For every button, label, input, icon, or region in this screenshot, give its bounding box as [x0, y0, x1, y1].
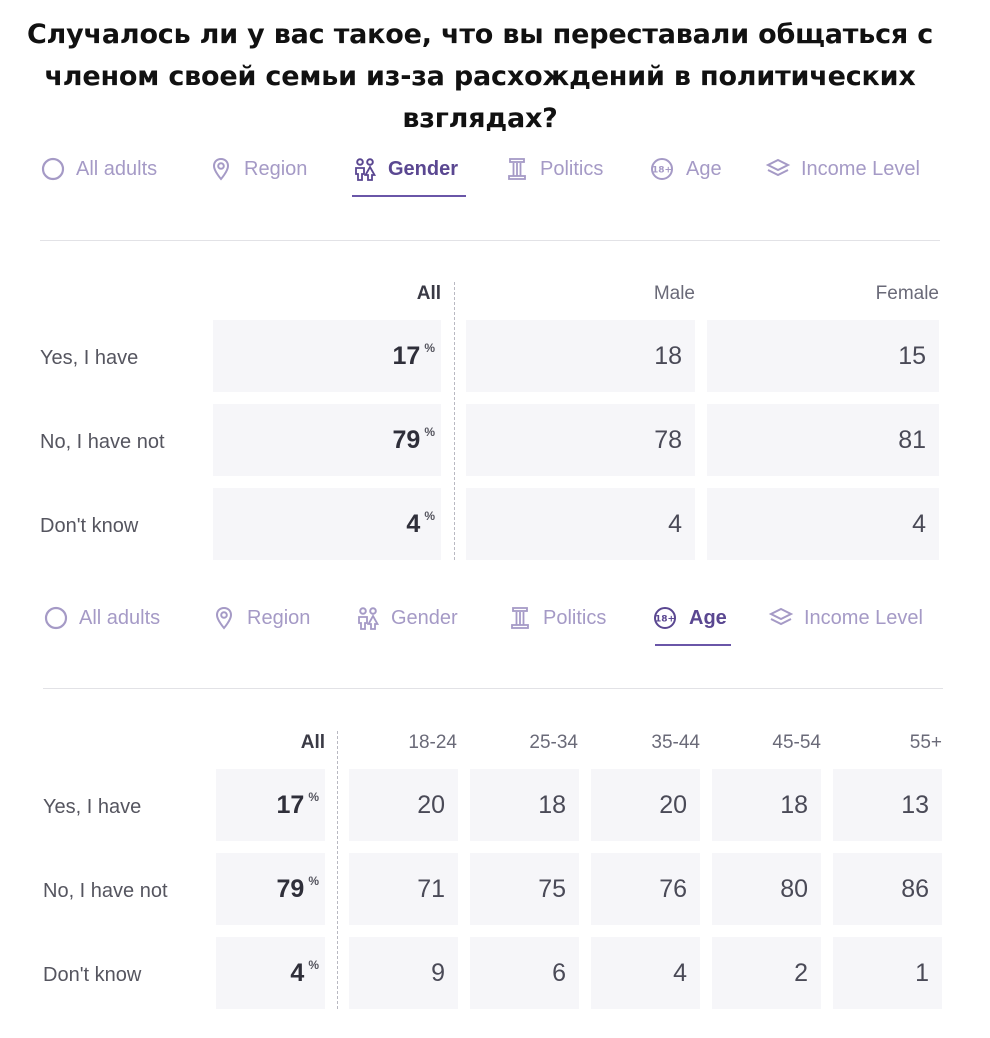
table-cell: 4	[591, 937, 700, 1009]
layers-icon	[768, 605, 794, 631]
tab-gender[interactable]: Gender	[355, 595, 458, 641]
tab-label: Age	[689, 606, 727, 629]
table-cell: 20	[591, 769, 700, 841]
table-cell: 20	[349, 769, 458, 841]
column-separator	[454, 282, 455, 560]
column-separator	[337, 731, 338, 1009]
active-tab-underline	[655, 644, 731, 646]
column-header-all: All	[416, 283, 441, 304]
column-header-male: Male	[653, 283, 695, 304]
table-cell-female: 4	[707, 488, 939, 560]
svg-text:18+: 18+	[655, 615, 675, 625]
table-cell-all: 17%	[213, 320, 441, 392]
tab-all-adults[interactable]: All adults	[40, 146, 157, 192]
tab-politics[interactable]: Politics	[507, 595, 606, 641]
tab-age[interactable]: 18+ Age	[653, 595, 727, 641]
page-title: Случалось ли у вас такое, что вы переста…	[26, 19, 934, 134]
table-cell-female: 81	[707, 404, 939, 476]
table-cell-all: 4%	[213, 488, 441, 560]
active-tab-underline	[352, 195, 466, 197]
tab-age[interactable]: 18+ Age	[650, 146, 722, 192]
tab-label: Age	[686, 157, 722, 180]
table-cell: 86	[833, 853, 942, 925]
pillar-icon	[507, 605, 533, 631]
age-18-plus-icon: 18+	[653, 605, 679, 631]
column-header-age-55-plus: 55+	[909, 732, 942, 753]
row-label: Don't know	[43, 964, 142, 986]
svg-text:18+: 18+	[652, 166, 672, 176]
row-label: Yes, I have	[40, 347, 139, 369]
tab-income-level[interactable]: Income Level	[765, 146, 920, 192]
table-cell: 2	[712, 937, 821, 1009]
circle-icon	[40, 156, 66, 182]
tab-region[interactable]: Region	[208, 146, 307, 192]
table-cell-male: 18	[466, 320, 695, 392]
tab-label: Region	[244, 157, 308, 180]
table-cell: 13	[833, 769, 942, 841]
tab-label: Politics	[540, 157, 604, 180]
column-header-age-35-44: 35-44	[651, 732, 700, 753]
table-cell-all: 17%	[216, 769, 325, 841]
table-cell: 71	[349, 853, 458, 925]
table-cell: 18	[470, 769, 579, 841]
people-icon	[352, 156, 378, 182]
tab-region[interactable]: Region	[211, 595, 310, 641]
row-label: No, I have not	[43, 880, 168, 902]
tab-politics[interactable]: Politics	[504, 146, 603, 192]
tab-label: Income Level	[801, 157, 920, 180]
tab-label: Region	[247, 606, 311, 629]
filter-tabs-age: All adults Region Gender Politics 18+ Ag…	[43, 595, 953, 645]
location-pin-icon	[208, 156, 234, 182]
age-18-plus-icon: 18+	[650, 156, 676, 182]
location-pin-icon	[211, 605, 237, 631]
table-cell: 18	[712, 769, 821, 841]
column-header-female: Female	[875, 283, 939, 304]
column-header-age-45-54: 45-54	[772, 732, 821, 753]
people-icon	[355, 605, 381, 631]
column-header-age-25-34: 25-34	[529, 732, 578, 753]
column-header-age-18-24: 18-24	[408, 732, 457, 753]
tab-label: Politics	[543, 606, 607, 629]
tab-label: All adults	[79, 606, 161, 629]
circle-icon	[43, 605, 69, 631]
table-cell: 9	[349, 937, 458, 1009]
divider	[43, 688, 943, 689]
table-cell-male: 78	[466, 404, 695, 476]
tab-all-adults[interactable]: All adults	[43, 595, 160, 641]
table-cell: 76	[591, 853, 700, 925]
filter-tabs-gender: All adults Region Gender Politics 18+ Ag…	[40, 146, 950, 196]
table-cell-all: 4%	[216, 937, 325, 1009]
layers-icon	[765, 156, 791, 182]
tab-label: Gender	[391, 606, 458, 629]
divider	[40, 240, 940, 241]
table-cell: 80	[712, 853, 821, 925]
row-label: Don't know	[40, 515, 139, 537]
row-label: Yes, I have	[43, 796, 142, 818]
tab-label: All adults	[76, 157, 158, 180]
column-header-all: All	[300, 732, 325, 753]
pillar-icon	[504, 156, 530, 182]
tab-label: Gender	[388, 157, 459, 180]
table-cell-all: 79%	[213, 404, 441, 476]
tab-gender[interactable]: Gender	[352, 146, 458, 192]
table-cell-all: 79%	[216, 853, 325, 925]
table-cell-female: 15	[707, 320, 939, 392]
tab-income-level[interactable]: Income Level	[768, 595, 923, 641]
row-label: No, I have not	[40, 431, 165, 453]
table-cell: 75	[470, 853, 579, 925]
tab-label: Income Level	[804, 606, 923, 629]
table-cell-male: 4	[466, 488, 695, 560]
table-cell: 1	[833, 937, 942, 1009]
table-cell: 6	[470, 937, 579, 1009]
